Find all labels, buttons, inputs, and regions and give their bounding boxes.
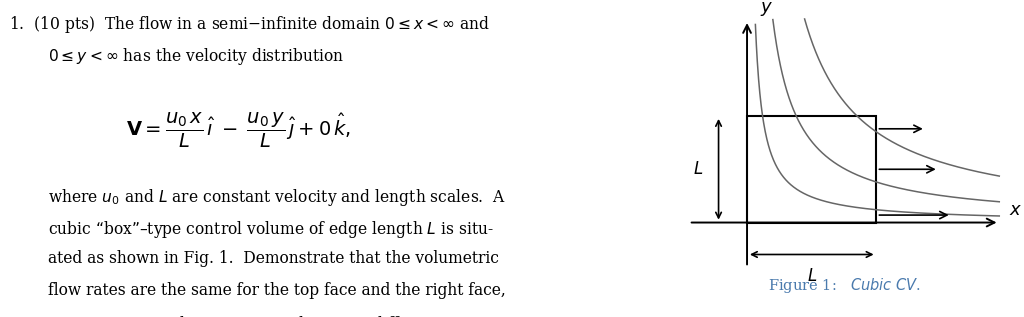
Bar [748,116,877,223]
Text: where $u_0$ and $L$ are constant velocity and length scales.  A: where $u_0$ and $L$ are constant velocit… [48,187,507,208]
Text: $y$: $y$ [760,0,773,18]
Text: $x$: $x$ [1009,201,1022,219]
Text: $L$: $L$ [807,267,817,285]
Text: 1.  (10 pts)  The flow in a semi$-$infinite domain $0 \leq x < \infty$ and: 1. (10 pts) The flow in a semi$-$infinit… [9,14,490,35]
Text: ated as shown in Fig. 1.  Demonstrate that the volumetric: ated as shown in Fig. 1. Demonstrate tha… [48,250,499,268]
Text: flow rates are the same for the top face and the right face,: flow rates are the same for the top face… [48,282,506,299]
Text: i.e. $|Q_t| = |Q_r|$ and comment on their sign difference.: i.e. $|Q_t| = |Q_r|$ and comment on thei… [48,314,458,317]
Text: Figure 1:   $\mathit{Cubic\ CV}$.: Figure 1: $\mathit{Cubic\ CV}$. [768,276,922,295]
Text: cubic “box”–type control volume of edge length $L$ is situ-: cubic “box”–type control volume of edge … [48,219,495,240]
Text: $0 \leq y < \infty$ has the velocity distribution: $0 \leq y < \infty$ has the velocity dis… [48,46,345,67]
Text: $L$: $L$ [692,160,703,178]
Text: $\mathbf{V} = \dfrac{u_0\, x}{L}\,\hat{\imath} \;-\; \dfrac{u_0\, y}{L}\,\hat{\j: $\mathbf{V} = \dfrac{u_0\, x}{L}\,\hat{\… [126,111,350,150]
